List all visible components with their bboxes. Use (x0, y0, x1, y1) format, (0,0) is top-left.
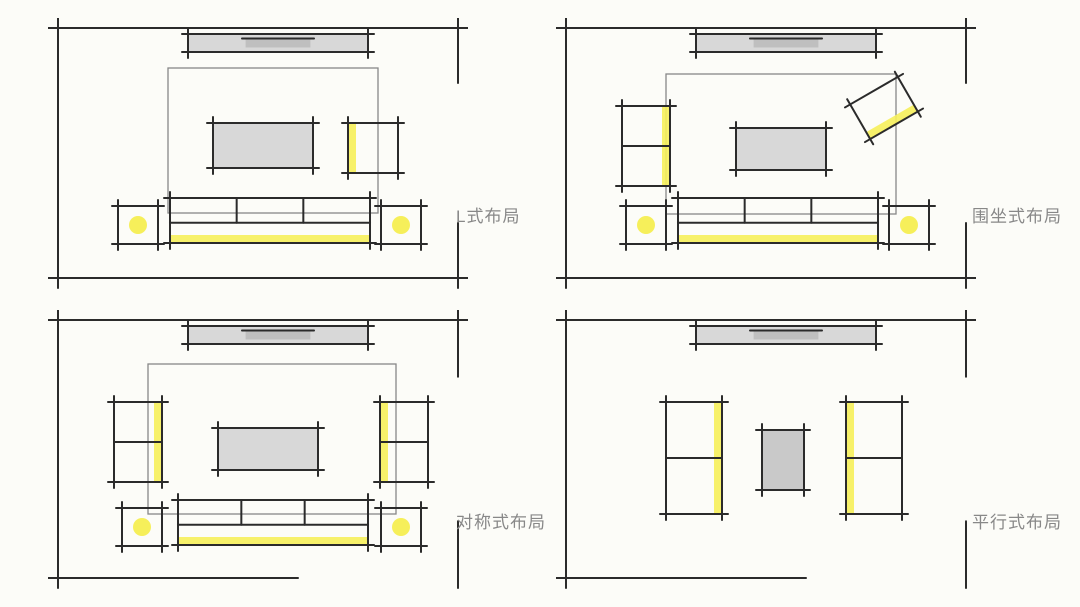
layout-label-symmetric: 对称式布局 (456, 508, 546, 533)
layout-label-enclosed: 围坐式布局 (972, 202, 1062, 227)
layout-parallel (556, 310, 956, 578)
layout-label-parallel: 平行式布局 (972, 508, 1062, 533)
layout-label-l-shape: L式布局 (456, 202, 520, 227)
layout-symmetric (48, 310, 448, 578)
layout-enclosed (556, 18, 956, 278)
layout-l-shape (48, 18, 448, 278)
